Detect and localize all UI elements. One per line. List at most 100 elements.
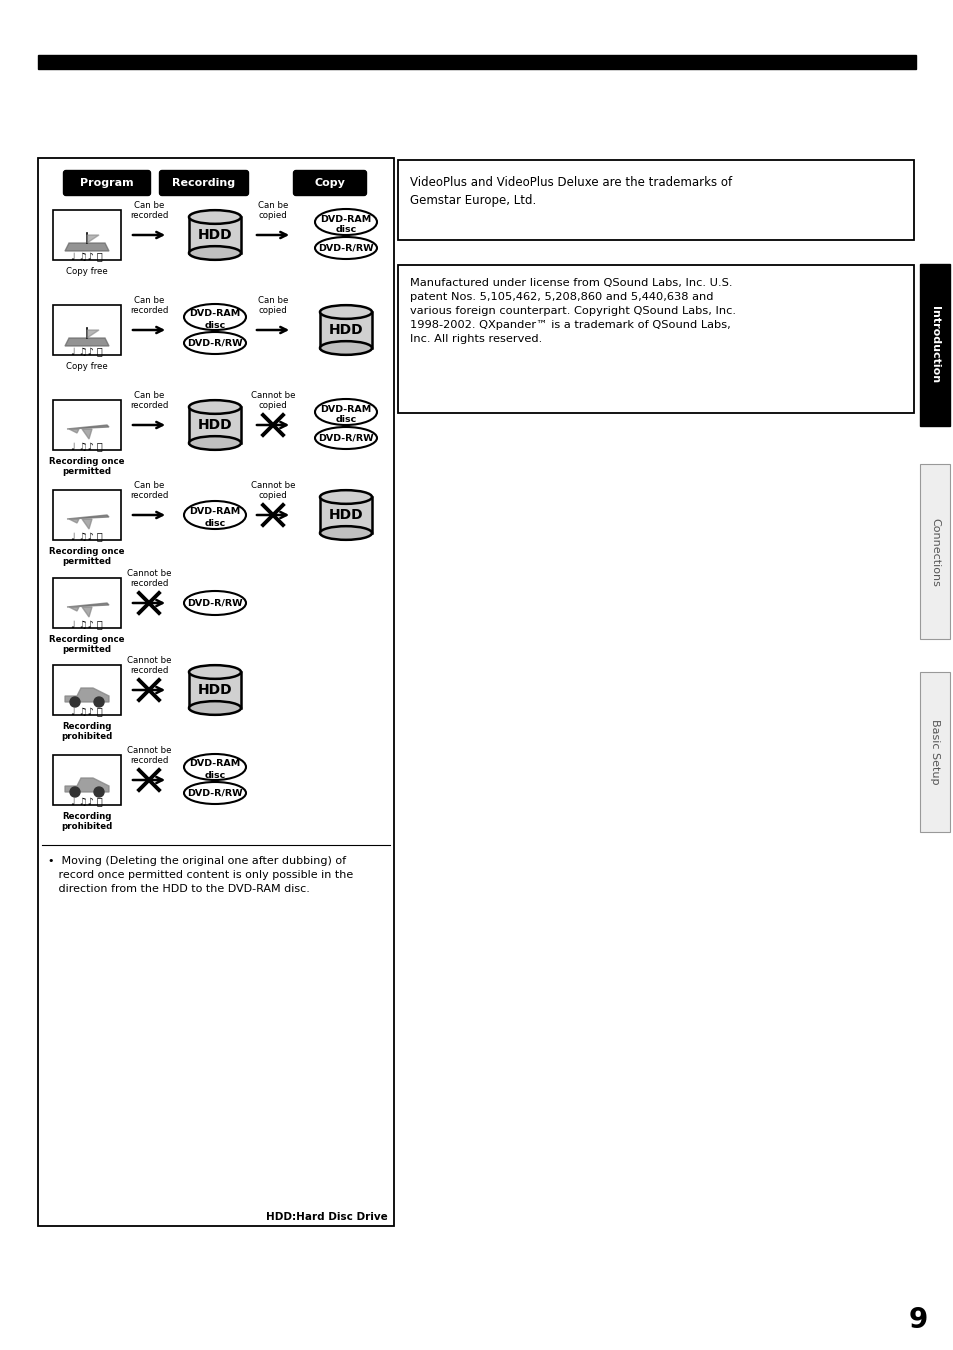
Circle shape (94, 697, 104, 707)
Polygon shape (87, 329, 99, 338)
Ellipse shape (189, 436, 241, 450)
Ellipse shape (189, 211, 241, 224)
Text: HDD: HDD (329, 508, 363, 522)
Text: Can be
copied: Can be copied (257, 201, 288, 220)
FancyBboxPatch shape (64, 170, 151, 196)
Polygon shape (67, 603, 109, 608)
Text: disc: disc (204, 518, 226, 528)
Polygon shape (82, 608, 91, 617)
Text: disc: disc (335, 225, 356, 235)
Text: HDD:Hard Disc Drive: HDD:Hard Disc Drive (266, 1212, 388, 1222)
Ellipse shape (314, 209, 376, 235)
Bar (53, 400, 121, 450)
Bar (319, 312, 372, 348)
Text: ♩ ♫♪ ～: ♩ ♫♪ ～ (71, 441, 103, 452)
Text: Recording
prohibited: Recording prohibited (61, 811, 112, 832)
Text: Cannot be
recorded: Cannot be recorded (127, 656, 172, 675)
Text: Copy free: Copy free (66, 362, 108, 371)
Bar (38, 158, 394, 1226)
Text: HDD: HDD (329, 323, 363, 338)
Bar (189, 217, 241, 252)
Text: Can be
recorded: Can be recorded (130, 481, 168, 500)
Ellipse shape (184, 755, 246, 780)
Text: DVD-RAM: DVD-RAM (190, 309, 240, 319)
Ellipse shape (184, 591, 246, 616)
Circle shape (94, 787, 104, 796)
Polygon shape (65, 338, 109, 346)
Text: Can be
recorded: Can be recorded (130, 296, 168, 315)
Text: HDD: HDD (197, 228, 233, 242)
Bar (38, 55, 915, 69)
Polygon shape (65, 243, 109, 251)
Text: disc: disc (335, 416, 356, 424)
Bar (319, 497, 372, 533)
Text: DVD-R/RW: DVD-R/RW (318, 433, 374, 443)
Text: •  Moving (Deleting the original one after dubbing) of
   record once permitted : • Moving (Deleting the original one afte… (48, 856, 353, 894)
Text: HDD: HDD (197, 418, 233, 432)
Text: VideoPlus and VideoPlus Deluxe are the trademarks of
Gemstar Europe, Ltd.: VideoPlus and VideoPlus Deluxe are the t… (410, 176, 731, 207)
Ellipse shape (189, 666, 241, 679)
Ellipse shape (314, 427, 376, 450)
Text: Recording once
permitted: Recording once permitted (50, 547, 125, 567)
Ellipse shape (184, 501, 246, 529)
Text: DVD-R/RW: DVD-R/RW (187, 788, 243, 798)
Bar (53, 578, 121, 628)
Polygon shape (67, 514, 109, 518)
Polygon shape (65, 688, 109, 702)
Ellipse shape (189, 400, 241, 414)
Text: ♩ ♫♪ ～: ♩ ♫♪ ～ (71, 796, 103, 807)
Ellipse shape (319, 490, 372, 504)
Bar (53, 211, 121, 261)
Bar (53, 755, 121, 805)
Text: Copy: Copy (314, 178, 345, 188)
Bar (53, 666, 121, 716)
Text: 9: 9 (907, 1305, 926, 1334)
Text: ♩ ♫♪ ～: ♩ ♫♪ ～ (71, 707, 103, 717)
Text: Cannot be
recorded: Cannot be recorded (127, 745, 172, 765)
Bar (919, 672, 949, 832)
FancyBboxPatch shape (294, 170, 366, 196)
Text: Cannot be
copied: Cannot be copied (251, 390, 294, 410)
Text: DVD-RAM: DVD-RAM (320, 405, 372, 413)
Polygon shape (65, 778, 109, 792)
Text: DVD-RAM: DVD-RAM (190, 508, 240, 517)
Polygon shape (87, 235, 99, 243)
Ellipse shape (319, 342, 372, 355)
Text: DVD-R/RW: DVD-R/RW (318, 243, 374, 252)
Ellipse shape (314, 400, 376, 425)
Polygon shape (82, 429, 91, 439)
Circle shape (70, 787, 80, 796)
Text: Cannot be
recorded: Cannot be recorded (127, 568, 172, 589)
Text: Recording once
permitted: Recording once permitted (50, 634, 125, 655)
Text: Copy free: Copy free (66, 267, 108, 275)
Ellipse shape (189, 246, 241, 259)
Bar (397, 265, 913, 413)
Bar (53, 490, 121, 540)
Text: ♩ ♫♪ ～: ♩ ♫♪ ～ (71, 347, 103, 356)
Text: Basic Setup: Basic Setup (929, 720, 939, 784)
Text: Can be
copied: Can be copied (257, 296, 288, 315)
Bar (397, 161, 913, 240)
Text: ♩ ♫♪ ～: ♩ ♫♪ ～ (71, 620, 103, 630)
Text: Connections: Connections (929, 517, 939, 586)
Text: Cannot be
copied: Cannot be copied (251, 481, 294, 500)
Ellipse shape (189, 701, 241, 716)
Text: Manufactured under license from QSound Labs, Inc. U.S.
patent Nos. 5,105,462, 5,: Manufactured under license from QSound L… (410, 278, 735, 344)
Text: HDD: HDD (197, 683, 233, 697)
Text: DVD-RAM: DVD-RAM (320, 215, 372, 224)
Bar (189, 406, 241, 443)
Ellipse shape (184, 332, 246, 354)
Bar (189, 672, 241, 707)
Text: DVD-R/RW: DVD-R/RW (187, 598, 243, 608)
Polygon shape (69, 518, 79, 522)
Ellipse shape (319, 526, 372, 540)
Circle shape (70, 697, 80, 707)
Polygon shape (82, 518, 91, 529)
Text: DVD-RAM: DVD-RAM (190, 760, 240, 768)
Ellipse shape (184, 304, 246, 329)
Polygon shape (67, 425, 109, 429)
Bar (919, 464, 949, 639)
Text: Recording once
permitted: Recording once permitted (50, 458, 125, 477)
Bar (919, 265, 949, 427)
Text: Recording
prohibited: Recording prohibited (61, 722, 112, 741)
